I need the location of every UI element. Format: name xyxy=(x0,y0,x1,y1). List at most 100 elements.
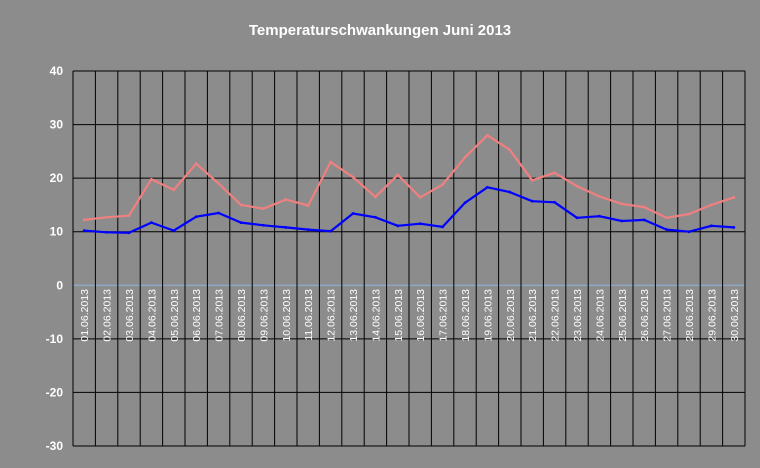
data-point xyxy=(396,224,400,228)
data-point xyxy=(508,148,512,152)
data-point xyxy=(620,219,624,223)
y-tick-label: 30 xyxy=(50,118,64,132)
data-point xyxy=(127,214,131,218)
data-point xyxy=(239,221,243,225)
data-point xyxy=(710,203,713,207)
data-point xyxy=(396,173,400,177)
data-point xyxy=(530,199,534,203)
data-point xyxy=(598,214,601,218)
data-point xyxy=(687,212,691,216)
data-point xyxy=(329,160,332,164)
x-tick-label: 19.06.2013 xyxy=(482,289,494,342)
data-point xyxy=(441,225,444,229)
x-tick-label: 05.06.2013 xyxy=(169,289,181,342)
chart-title: Temperaturschwankungen Juni 2013 xyxy=(249,22,511,39)
x-tick-label: 12.06.2013 xyxy=(326,289,338,342)
data-point xyxy=(508,190,512,194)
y-tick-label: 10 xyxy=(50,225,64,239)
data-point xyxy=(463,155,467,159)
grid-lines xyxy=(72,70,746,447)
x-tick-label: 13.06.2013 xyxy=(348,289,360,342)
x-tick-label: 17.06.2013 xyxy=(438,289,450,342)
x-tick-label: 28.06.2013 xyxy=(684,289,696,342)
data-point xyxy=(575,216,579,220)
series-line-2 xyxy=(84,186,734,234)
data-point xyxy=(150,221,153,225)
x-tick-label: 27.06.2013 xyxy=(662,289,674,342)
data-point xyxy=(575,184,579,188)
data-point xyxy=(418,222,422,226)
data-point xyxy=(172,229,176,233)
data-point xyxy=(486,133,489,137)
data-point xyxy=(463,201,467,205)
data-point xyxy=(329,229,332,233)
data-point xyxy=(620,202,624,206)
x-tick-label: 15.06.2013 xyxy=(393,289,405,342)
x-tick-label: 30.06.2013 xyxy=(729,289,741,342)
data-point xyxy=(351,175,355,179)
data-point xyxy=(150,177,153,181)
y-tick-label: 20 xyxy=(50,171,64,185)
x-tick-label: 14.06.2013 xyxy=(370,289,382,342)
x-tick-label: 04.06.2013 xyxy=(146,289,158,342)
data-point xyxy=(732,196,736,199)
data-point xyxy=(284,226,288,229)
data-point xyxy=(486,185,489,189)
data-point xyxy=(217,211,221,215)
x-tick-label: 10.06.2013 xyxy=(281,289,293,342)
x-tick-label: 16.06.2013 xyxy=(415,289,427,342)
y-tick-label: 0 xyxy=(56,278,63,292)
series-line-1 xyxy=(84,134,735,221)
data-point xyxy=(374,215,377,219)
data-point xyxy=(642,205,646,209)
x-tick-label: 20.06.2013 xyxy=(505,289,517,342)
data-point xyxy=(553,171,556,175)
data-point xyxy=(82,229,86,233)
data-point xyxy=(284,198,288,201)
data-point xyxy=(262,223,265,227)
data-point xyxy=(306,204,310,207)
x-tick-label: 21.06.2013 xyxy=(527,289,539,342)
data-point xyxy=(441,183,444,186)
y-tick-label: -20 xyxy=(46,385,64,399)
data-point xyxy=(217,182,221,185)
data-point xyxy=(194,215,198,219)
y-axis-tick-labels: -30 -20 -10 0 10 20 30 40 xyxy=(46,64,64,453)
data-point xyxy=(732,226,736,229)
x-tick-label: 07.06.2013 xyxy=(214,289,226,342)
y-tick-label: 40 xyxy=(50,64,64,78)
data-point xyxy=(172,188,176,192)
data-point xyxy=(105,230,108,234)
data-point xyxy=(239,203,243,207)
x-tick-label: 18.06.2013 xyxy=(460,289,472,342)
data-point xyxy=(642,218,646,222)
x-tick-label: 09.06.2013 xyxy=(258,289,270,342)
y-tick-label: -10 xyxy=(46,332,64,346)
x-tick-label: 02.06.2013 xyxy=(102,289,114,342)
x-tick-label: 25.06.2013 xyxy=(617,289,629,342)
data-point xyxy=(530,178,534,182)
x-tick-label: 08.06.2013 xyxy=(236,289,248,342)
x-axis-tick-labels: 01.06.2013 02.06.2013 03.06.2013 04.06.2013… xyxy=(79,289,741,342)
data-point xyxy=(127,231,131,235)
data-point xyxy=(553,200,556,204)
data-point xyxy=(105,215,108,219)
data-point xyxy=(306,228,310,231)
x-tick-label: 22.06.2013 xyxy=(550,289,562,342)
data-point xyxy=(665,216,668,220)
data-point xyxy=(665,228,668,231)
x-tick-label: 11.06.2013 xyxy=(303,289,315,341)
data-point xyxy=(262,207,265,211)
y-tick-label: -30 xyxy=(46,439,64,453)
x-tick-label: 24.06.2013 xyxy=(594,289,606,342)
x-tick-label: 29.06.2013 xyxy=(706,289,718,342)
x-tick-label: 23.06.2013 xyxy=(572,289,584,342)
data-point xyxy=(418,196,422,199)
data-point xyxy=(194,162,198,166)
data-point xyxy=(374,195,377,199)
x-tick-label: 06.06.2013 xyxy=(191,289,203,342)
x-tick-label: 03.06.2013 xyxy=(124,289,136,342)
series-lines xyxy=(82,133,736,235)
